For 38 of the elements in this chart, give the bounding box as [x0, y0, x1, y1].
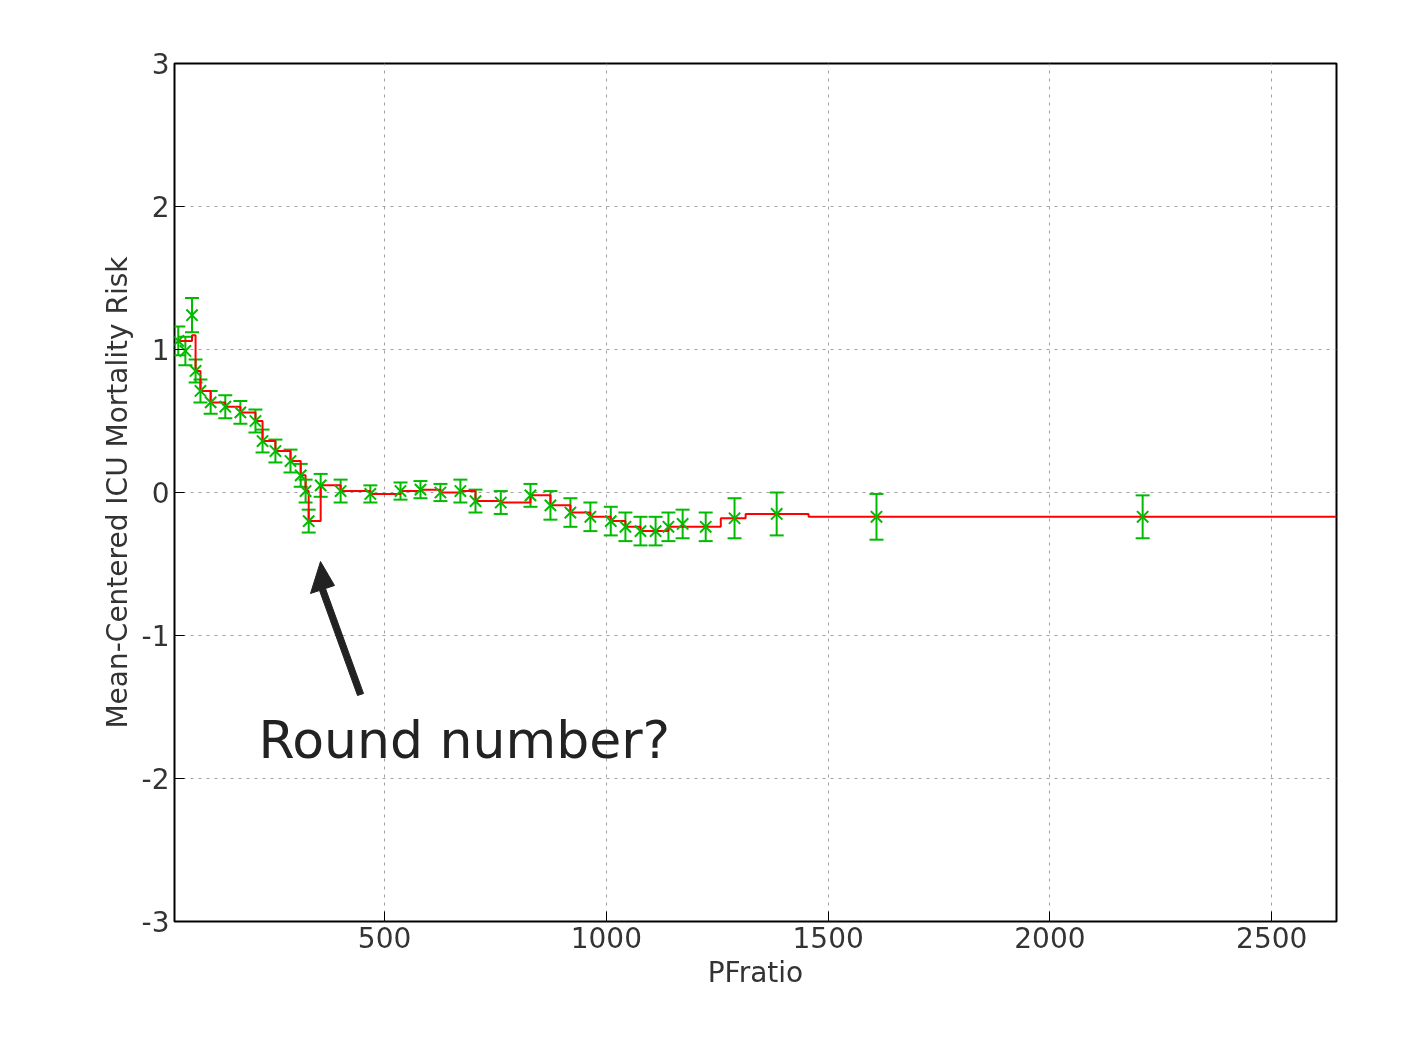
- point: [604, 514, 618, 528]
- y-tick-label: 0: [151, 477, 170, 510]
- point: [185, 308, 199, 322]
- y-tick-label: 2: [151, 191, 170, 224]
- point: [699, 520, 713, 534]
- point: [468, 494, 483, 508]
- x-tick-label: 500: [357, 921, 412, 955]
- x-tick-label: 1500: [792, 921, 864, 955]
- point: [583, 510, 598, 524]
- point: [333, 484, 348, 498]
- point: [661, 520, 676, 534]
- point: [727, 511, 742, 525]
- point: [255, 434, 270, 448]
- x-tick-label: 2500: [1236, 921, 1308, 955]
- x-tick-label: 2000: [1014, 921, 1086, 955]
- y-tick-label: -1: [141, 620, 170, 653]
- y-tick-label: -3: [141, 906, 170, 939]
- point: [193, 384, 208, 398]
- point: [1135, 510, 1150, 524]
- point: [268, 444, 283, 458]
- y-tick-label: 3: [151, 48, 170, 81]
- point: [453, 484, 468, 498]
- point: [869, 510, 884, 524]
- point: [204, 395, 218, 410]
- point: [770, 507, 784, 521]
- point: [302, 514, 316, 528]
- point: [563, 505, 578, 520]
- x-axis-title: PFratio: [707, 955, 804, 989]
- x-tick-label: 1000: [570, 921, 642, 955]
- point: [314, 478, 328, 493]
- y-tick-label: -2: [141, 763, 170, 796]
- y-axis-title: Mean-Centered ICU Mortality Risk: [100, 255, 134, 729]
- point: [523, 488, 538, 503]
- point: [494, 495, 508, 510]
- point: [543, 498, 558, 513]
- annotation: Round number?: [258, 709, 671, 770]
- point: [675, 517, 690, 531]
- y-tick-label: 1: [151, 334, 170, 367]
